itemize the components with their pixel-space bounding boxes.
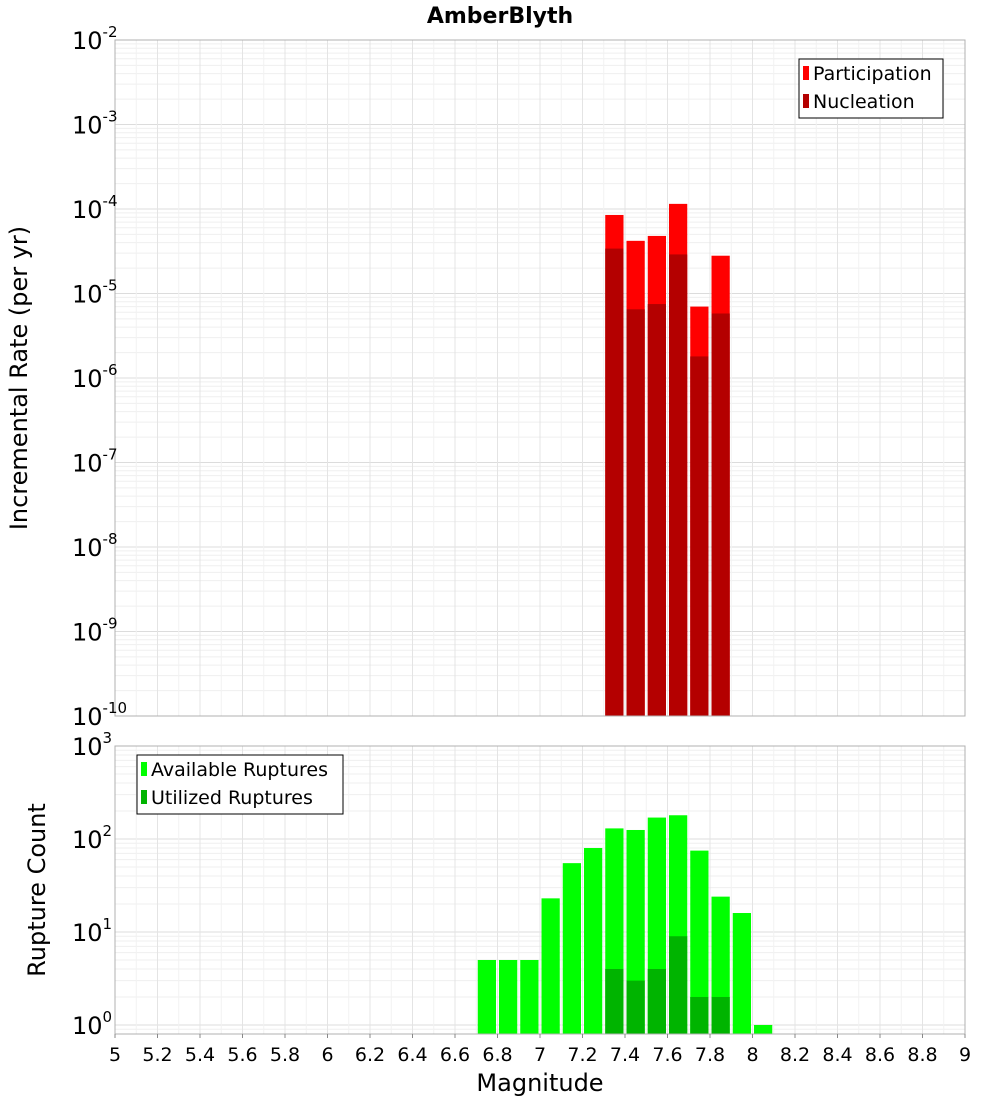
x-ticks: 5 5.2 5.4 5.6 5.8 6 6.2 6.4 6.6 6.8 7 7.2 7.4 7.6 7.8 8… — [109, 1034, 971, 1066]
x-tick-label: 8 — [746, 1044, 758, 1066]
count-bar-utilized-ruptures — [626, 980, 645, 1034]
rate-y-tick-label: 10-6 — [72, 361, 118, 393]
x-tick-label: 9 — [959, 1044, 971, 1066]
count-legend-swatch — [141, 790, 147, 804]
x-axis-label: Magnitude — [476, 1069, 603, 1097]
y-axis-label-rate: Incremental Rate (per yr) — [5, 226, 33, 530]
x-tick-label: 6 — [321, 1044, 333, 1066]
rate-bar-nucleation — [647, 304, 666, 716]
count-y-ticks: 100 101 102 103 — [72, 729, 112, 1040]
x-tick-label: 7.2 — [567, 1044, 597, 1066]
count-bars — [477, 815, 773, 1034]
count-bar-available-ruptures — [584, 848, 603, 1034]
count-bar-utilized-ruptures — [605, 968, 624, 1034]
rate-plot-frame — [114, 39, 966, 717]
x-tick-label: 7.4 — [610, 1044, 640, 1066]
rate-plot: 10-10 10-9 10-8 10-7 10-6 10-5 10-4 10-3 10-2 Par… — [72, 23, 966, 731]
x-tick-label: 5.4 — [185, 1044, 215, 1066]
x-tick-label: 7.6 — [652, 1044, 682, 1066]
count-legend: Available Ruptures Utilized Ruptures — [136, 754, 344, 815]
count-legend-label: Available Ruptures — [151, 759, 328, 781]
count-bar-available-ruptures — [477, 959, 496, 1034]
count-bar-available-ruptures — [499, 959, 518, 1034]
count-bar-available-ruptures — [541, 898, 560, 1034]
y-axis-label-rupture-count: Rupture Count — [23, 803, 51, 977]
x-tick-label: 5.2 — [142, 1044, 172, 1066]
rate-bar-nucleation — [626, 309, 645, 716]
count-bar-available-ruptures — [520, 959, 539, 1034]
rate-legend: Participation Nucleation — [798, 58, 944, 119]
x-tick-label: 6.6 — [440, 1044, 470, 1066]
x-tick-label: 5 — [109, 1044, 121, 1066]
count-y-tick-label: 100 — [72, 1008, 112, 1040]
count-bar-available-ruptures — [732, 913, 751, 1034]
rate-legend-label: Participation — [813, 63, 932, 85]
rate-y-tick-label: 10-2 — [72, 23, 118, 55]
rate-bar-nucleation — [690, 356, 709, 716]
rate-grid — [114, 40, 966, 717]
rate-legend-label: Nucleation — [813, 91, 915, 113]
count-legend-swatch — [141, 762, 147, 776]
x-tick-label: 8.6 — [865, 1044, 895, 1066]
count-bar-available-ruptures — [562, 863, 581, 1034]
rate-y-tick-label: 10-3 — [72, 108, 118, 140]
x-tick-label: 6.4 — [397, 1044, 427, 1066]
count-bar-available-ruptures — [690, 850, 709, 1034]
x-tick-label: 7 — [534, 1044, 546, 1066]
rate-y-tick-label: 10-8 — [72, 530, 118, 562]
rate-y-tick-label: 10-7 — [72, 446, 118, 478]
rate-y-ticks: 10-10 10-9 10-8 10-7 10-6 10-5 10-4 10-3 10-2 — [72, 23, 127, 731]
count-y-tick-label: 103 — [72, 729, 112, 761]
count-y-tick-label: 102 — [72, 822, 112, 854]
rate-bar-nucleation — [669, 254, 688, 716]
rate-bars — [605, 203, 730, 716]
rate-bar-nucleation — [605, 248, 624, 716]
x-tick-label: 8.4 — [822, 1044, 852, 1066]
rate-legend-swatch — [803, 66, 809, 80]
count-bar-utilized-ruptures — [690, 996, 709, 1034]
x-tick-label: 8.8 — [907, 1044, 937, 1066]
chart-title: AmberBlyth — [427, 4, 573, 29]
x-tick-label: 5.6 — [227, 1044, 257, 1066]
rate-y-tick-label: 10-10 — [72, 699, 127, 731]
rate-bar-nucleation — [711, 313, 730, 716]
x-tick-label: 8.2 — [780, 1044, 810, 1066]
x-tick-label: 6.8 — [482, 1044, 512, 1066]
count-y-tick-label: 101 — [72, 915, 112, 947]
x-tick-label: 7.8 — [695, 1044, 725, 1066]
x-tick-label: 5.8 — [270, 1044, 300, 1066]
x-tick-label: 6.2 — [355, 1044, 385, 1066]
count-bar-utilized-ruptures — [711, 996, 730, 1034]
count-bar-utilized-ruptures — [647, 968, 666, 1034]
rate-legend-swatch — [803, 94, 809, 108]
rate-y-tick-label: 10-4 — [72, 192, 118, 224]
rate-y-tick-label: 10-9 — [72, 615, 118, 647]
count-legend-box — [136, 754, 344, 815]
count-legend-label: Utilized Ruptures — [151, 787, 313, 809]
rate-y-tick-label: 10-5 — [72, 277, 118, 309]
count-bar-utilized-ruptures — [669, 936, 688, 1034]
count-bar-available-ruptures — [754, 1024, 773, 1034]
rate-legend-box — [798, 58, 944, 119]
